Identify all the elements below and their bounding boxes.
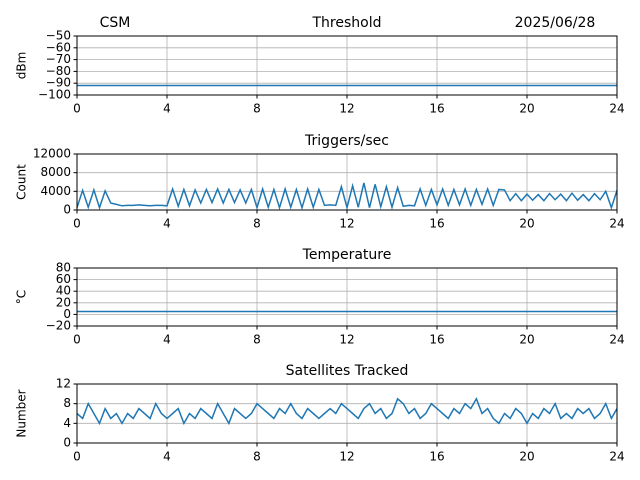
x-tick-label: 20	[519, 333, 534, 347]
y-tick-label: 40	[56, 284, 71, 298]
x-tick-label: 4	[163, 333, 171, 347]
axes-frame	[76, 153, 618, 211]
y-axis-label: Count	[15, 164, 29, 200]
x-tick-label: 12	[339, 217, 354, 231]
x-tick-label: 8	[253, 450, 261, 464]
y-tick-label: 20	[56, 295, 71, 309]
x-tick-label: 20	[519, 450, 534, 464]
x-tick-label: 12	[339, 102, 354, 116]
x-tick-label: 12	[339, 450, 354, 464]
y-tick-label: −80	[46, 64, 71, 78]
y-tick-label: −100	[38, 88, 71, 102]
x-tick-label: 0	[73, 333, 81, 347]
y-tick-label: −90	[46, 76, 71, 90]
y-tick-label: 12000	[33, 147, 71, 161]
data-line	[76, 397, 618, 426]
y-tick-label: 0	[63, 436, 71, 450]
subplot-title: Satellites Tracked	[286, 363, 409, 379]
x-tick-label: 8	[253, 333, 261, 347]
x-tick-label: 8	[253, 217, 261, 231]
y-tick-label: 4	[63, 416, 71, 430]
axes-frame	[76, 267, 618, 327]
x-tick-label: 16	[429, 450, 444, 464]
x-tick-label: 20	[519, 102, 534, 116]
y-tick-label: 0	[63, 307, 71, 321]
y-tick-label: 4000	[40, 184, 71, 198]
x-tick-label: 24	[609, 333, 624, 347]
x-tick-label: 12	[339, 333, 354, 347]
data-line	[76, 182, 618, 211]
x-tick-label: 4	[163, 102, 171, 116]
x-tick-label: 0	[73, 217, 81, 231]
subplot-title: Temperature	[302, 247, 392, 263]
y-tick-label: 8000	[40, 165, 71, 179]
axes-frame	[76, 35, 618, 96]
y-tick-label: −50	[46, 29, 71, 43]
y-tick-label: −70	[46, 52, 71, 66]
y-axis-label: °C	[15, 290, 29, 304]
x-tick-label: 4	[163, 217, 171, 231]
title-right: 2025/06/28	[515, 15, 596, 31]
y-axis-label: Number	[15, 389, 29, 437]
axes-frame	[76, 383, 618, 444]
x-tick-label: 16	[429, 102, 444, 116]
x-tick-label: 16	[429, 217, 444, 231]
y-tick-label: 0	[63, 203, 71, 217]
x-tick-label: 8	[253, 102, 261, 116]
x-tick-label: 20	[519, 217, 534, 231]
y-axis-label: dBm	[15, 52, 29, 80]
title-left: CSM	[100, 15, 131, 31]
y-tick-label: −20	[46, 319, 71, 333]
x-tick-label: 24	[609, 102, 624, 116]
x-tick-label: 24	[609, 217, 624, 231]
y-tick-label: 12	[56, 377, 71, 391]
y-tick-label: 80	[56, 261, 71, 275]
y-tick-label: −60	[46, 40, 71, 54]
x-tick-label: 24	[609, 450, 624, 464]
y-tick-label: 8	[63, 396, 71, 410]
subplot-title: Triggers/sec	[304, 133, 389, 149]
x-tick-label: 4	[163, 450, 171, 464]
subplot-title: Threshold	[312, 15, 382, 31]
x-tick-label: 16	[429, 333, 444, 347]
y-tick-label: 60	[56, 272, 71, 286]
x-tick-label: 0	[73, 450, 81, 464]
x-tick-label: 0	[73, 102, 81, 116]
